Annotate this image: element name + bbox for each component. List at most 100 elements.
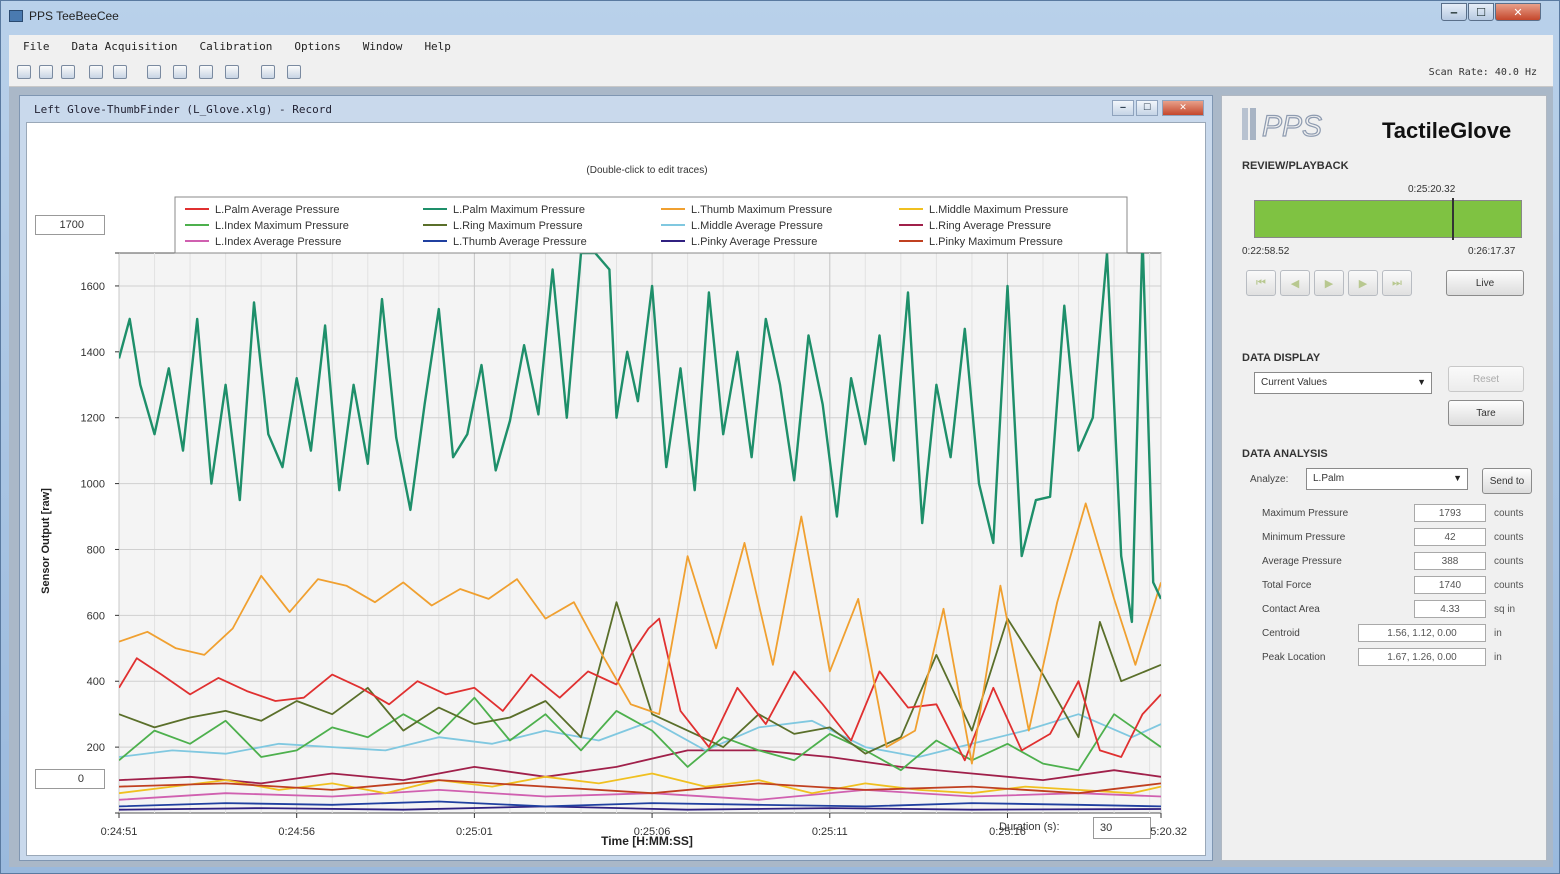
chart-series [119, 253, 1161, 811]
menu-window[interactable]: Window [362, 39, 403, 53]
print-icon[interactable] [61, 65, 75, 79]
series-line [119, 502, 1161, 765]
stat-unit: counts [1494, 580, 1524, 591]
timeline-cursor[interactable] [1451, 198, 1454, 240]
svg-text:PPS: PPS [1262, 110, 1322, 143]
view-bar-icon[interactable] [199, 65, 213, 79]
x-tick-label: 0:25:11 [812, 826, 848, 838]
legend-entry: L.Pinky Maximum Pressure [929, 236, 1063, 248]
legend-entry: L.Middle Maximum Pressure [929, 204, 1068, 216]
menu-options[interactable]: Options [294, 39, 341, 53]
display-mode-select[interactable]: Current Values ▼ [1254, 372, 1432, 394]
current-time: 0:25:20.32 [1408, 184, 1456, 195]
legend-entry: L.Thumb Maximum Pressure [691, 204, 832, 216]
stat-unit: in [1494, 628, 1502, 639]
legend-entry: L.Middle Average Pressure [691, 220, 823, 232]
y-max-input[interactable]: 1700 [35, 215, 105, 235]
series-line [119, 253, 1161, 624]
x-tick-label: 0:24:56 [278, 826, 315, 838]
menu-bar: File Data Acquisition Calibration Option… [9, 35, 1553, 57]
playback-timeline[interactable] [1254, 198, 1522, 240]
step-back-icon[interactable]: ◀ [1280, 270, 1310, 296]
plot-window-title: Left Glove-ThumbFinder (L_Glove.xlg) - R… [34, 103, 333, 116]
x-tick-label: 0:25:16 [989, 826, 1026, 838]
play-icon[interactable]: ▶ [1314, 270, 1344, 296]
workspace: Left Glove-ThumbFinder (L_Glove.xlg) - R… [9, 87, 1553, 867]
live-button[interactable]: Live [1446, 270, 1524, 296]
stat-value: 388 [1414, 552, 1486, 570]
minimize-button[interactable]: ‒ [1441, 3, 1467, 21]
series-line [119, 800, 1161, 808]
x-tick-label: 0:25:06 [634, 826, 671, 838]
fast-forward-icon[interactable]: ⏭ [1382, 270, 1412, 296]
duration-input[interactable]: 30 [1093, 817, 1151, 839]
series-line [119, 713, 1161, 758]
stat-label: Contact Area [1262, 604, 1320, 615]
menu-calibration[interactable]: Calibration [199, 39, 273, 53]
y-tick-label: 1000 [81, 479, 105, 491]
pps-logo: PPS [1242, 108, 1323, 144]
stat-value: 1740 [1414, 576, 1486, 594]
legend-entry: L.Palm Average Pressure [215, 204, 340, 216]
control-panel: PPS TactileGlove REVIEW/PLAYBACK 0:25:20… [1221, 95, 1547, 861]
stat-label: Minimum Pressure [1262, 532, 1346, 543]
menu-data-acquisition[interactable]: Data Acquisition [71, 39, 178, 53]
product-title: TactileGlove [1382, 118, 1512, 143]
reset-button[interactable]: Reset [1448, 366, 1524, 392]
close-button[interactable]: ✕ [1495, 3, 1541, 21]
export-icon[interactable] [113, 65, 127, 79]
legend-entry: L.Ring Maximum Pressure [453, 220, 583, 232]
plot-icon[interactable] [287, 65, 301, 79]
view-2d-icon[interactable] [147, 65, 161, 79]
stat-value: 42 [1414, 528, 1486, 546]
maximize-button[interactable]: ☐ [1468, 3, 1494, 21]
save-icon[interactable] [39, 65, 53, 79]
analyze-select[interactable]: L.Palm ▼ [1306, 468, 1468, 490]
x-axis-label: Time [H:MM:SS] [601, 834, 693, 848]
display-mode-value: Current Values [1261, 377, 1327, 388]
legend-entry: L.Pinky Average Pressure [691, 236, 817, 248]
view-table-icon[interactable] [225, 65, 239, 79]
menu-help[interactable]: Help [424, 39, 451, 53]
send-to-button[interactable]: Send to [1482, 468, 1532, 494]
legend-entry: L.Thumb Average Pressure [453, 236, 587, 248]
tare-button[interactable]: Tare [1448, 400, 1524, 426]
chart-axes: 200 400 600 800 1000 1200 1400 1600 0:24:51 0:24:… [81, 252, 1187, 838]
legend-entry: L.Index Average Pressure [215, 236, 341, 248]
analyze-value: L.Palm [1313, 473, 1345, 484]
stat-label: Peak Location [1262, 652, 1326, 663]
legend-entry: L.Index Maximum Pressure [215, 220, 349, 232]
chart-grid [118, 252, 1162, 814]
x-tick-label: 0:24:51 [101, 826, 138, 838]
child-close-button[interactable]: ✕ [1162, 100, 1204, 116]
data-analysis-heading: DATA ANALYSIS [1242, 448, 1328, 460]
toolbar: Scan Rate: 40.0 Hz [9, 57, 1553, 87]
view-3d-icon[interactable] [173, 65, 187, 79]
legend-box [174, 196, 1128, 254]
start-time: 0:22:58.52 [1242, 246, 1290, 257]
stat-value: 1.67, 1.26, 0.00 [1358, 648, 1486, 666]
step-forward-icon[interactable]: ▶ [1348, 270, 1378, 296]
menu-file[interactable]: File [23, 39, 50, 53]
new-icon[interactable] [17, 65, 31, 79]
rewind-icon[interactable]: ⏮ [1246, 270, 1276, 296]
dropdown-caret-icon: ▼ [1417, 377, 1426, 387]
stat-label: Maximum Pressure [1262, 508, 1349, 519]
stat-unit: counts [1494, 508, 1524, 519]
y-tick-label: 600 [87, 610, 105, 622]
pressure-time-chart[interactable]: 200 400 600 800 1000 1200 1400 1600 0:24:51 0:24:… [27, 123, 1207, 857]
y-min-input[interactable]: 0 [35, 769, 105, 789]
child-minimize-button[interactable]: ‒ [1112, 100, 1134, 116]
y-tick-label: 200 [87, 742, 105, 754]
stat-unit: sq in [1494, 604, 1516, 615]
child-maximize-button[interactable]: ☐ [1136, 100, 1158, 116]
copy-icon[interactable] [89, 65, 103, 79]
record-icon[interactable] [261, 65, 275, 79]
plot-area: 200 400 600 800 1000 1200 1400 1600 0:24:51 0:24:… [26, 122, 1206, 856]
stat-label: Total Force [1262, 580, 1312, 591]
plot-background [118, 252, 1162, 814]
scan-rate: Scan Rate: 40.0 Hz [1428, 67, 1537, 78]
dropdown-caret-icon: ▼ [1453, 473, 1462, 483]
analyze-label: Analyze: [1250, 474, 1289, 485]
